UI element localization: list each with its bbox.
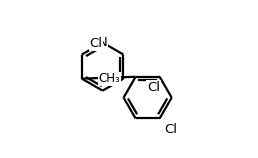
Text: Cl: Cl — [147, 81, 160, 94]
Text: Cl: Cl — [89, 37, 102, 50]
Text: Cl: Cl — [164, 123, 177, 136]
Text: N: N — [98, 36, 108, 49]
Text: CH₃: CH₃ — [99, 72, 120, 85]
